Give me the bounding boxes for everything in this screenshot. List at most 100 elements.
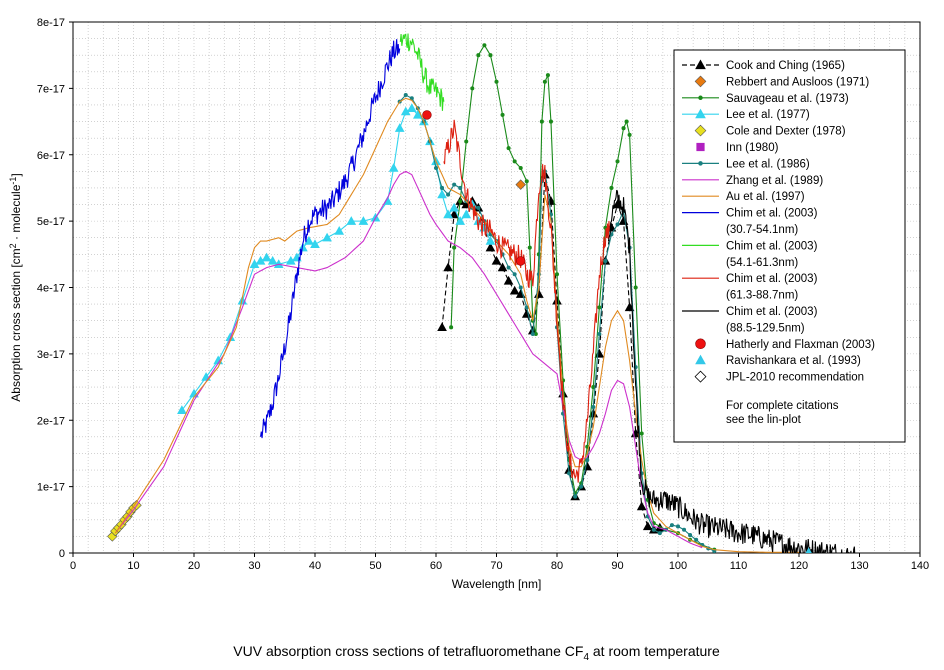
- x-tick-label: 60: [430, 560, 442, 572]
- x-tick-label: 20: [188, 560, 200, 572]
- data-point: [449, 202, 459, 212]
- data-point: [536, 252, 541, 257]
- data-point: [554, 272, 560, 277]
- data-point: [446, 192, 451, 197]
- data-point: [669, 523, 674, 528]
- data-point: [406, 103, 417, 112]
- x-axis: 0 10 20 30 40 50 60 70 80 90 100 110 120 130 140: [70, 553, 929, 572]
- data-point: [506, 146, 511, 151]
- data-point: [515, 256, 526, 266]
- y-tick-label: 1e-17: [37, 482, 65, 494]
- y-tick-label: 8e-17: [37, 17, 65, 29]
- legend-label: Sauvageau et al. (1973): [726, 93, 849, 105]
- legend-swatch-marker: [698, 161, 703, 166]
- legend-label: Lee et al. (1986): [726, 158, 810, 170]
- legend-entry: Ravishankara et al. (1993): [695, 354, 861, 367]
- data-point: [512, 272, 517, 277]
- series-14: [805, 547, 812, 553]
- data-point: [591, 404, 596, 409]
- legend-entry: Hatherly and Flaxman (2003): [695, 338, 875, 351]
- data-point: [461, 209, 472, 219]
- y-tick-label: 7e-17: [37, 83, 65, 95]
- data-point: [485, 242, 496, 252]
- y-tick-label: 5e-17: [37, 216, 65, 228]
- data-point: [455, 216, 466, 225]
- series-layer: [107, 33, 856, 553]
- series-line: [260, 39, 401, 439]
- data-point: [539, 119, 544, 124]
- series-9: [260, 39, 401, 439]
- data-point: [506, 265, 511, 270]
- y-axis-title-mid: molecule: [9, 184, 23, 232]
- x-tick-label: 0: [70, 560, 76, 572]
- data-point: [177, 405, 187, 414]
- x-tick-label: 40: [309, 560, 321, 572]
- data-point: [694, 537, 699, 542]
- data-point: [545, 73, 550, 78]
- legend-label: Rebbert and Ausloos (1971): [726, 76, 869, 88]
- series-line: [114, 170, 703, 549]
- legend-swatch-marker: [695, 108, 706, 119]
- data-point: [518, 166, 523, 171]
- data-point: [639, 431, 644, 436]
- legend-entry: Cook and Ching (1965): [682, 59, 845, 72]
- legend-entry: Chim et al. (2003) (88.5-129.5nm): [682, 306, 818, 334]
- figure-caption: VUV absorption cross sections of tetrafl…: [233, 643, 720, 663]
- caption-suffix: at room temperature: [589, 643, 720, 659]
- data-point: [805, 547, 812, 553]
- data-point: [443, 209, 453, 219]
- legend-label: Cook and Ching (1965): [726, 60, 845, 72]
- data-point: [651, 527, 656, 532]
- data-point: [567, 471, 572, 476]
- series-10: [399, 33, 445, 111]
- data-point: [433, 166, 439, 171]
- legend-entry: JPL-2010 recommendation: [694, 370, 864, 384]
- data-point: [388, 162, 399, 172]
- legend-entry: Chim et al. (2003) (61.3-88.7nm): [682, 273, 818, 302]
- data-point: [512, 159, 517, 164]
- data-point: [615, 222, 620, 227]
- data-point: [452, 245, 457, 250]
- data-point: [533, 331, 538, 336]
- data-point: [633, 285, 638, 290]
- data-point: [485, 236, 496, 245]
- data-point: [322, 232, 332, 242]
- x-axis-title: Wavelength [nm]: [452, 577, 542, 591]
- series-13: [422, 110, 526, 266]
- data-point: [524, 179, 529, 184]
- data-point: [524, 305, 529, 310]
- legend-swatch-marker: [694, 124, 707, 137]
- legend-label-range: (88.5-129.5nm): [726, 322, 805, 334]
- legend: Cook and Ching (1965) Rebbert and Ausloos…: [673, 49, 906, 443]
- data-point: [585, 458, 590, 463]
- legend-swatch-marker: [695, 59, 706, 70]
- legend-box: [673, 49, 906, 443]
- legend-label: Hatherly and Flaxman (2003): [726, 339, 875, 351]
- y-tick-label: 0: [59, 548, 65, 560]
- data-point: [497, 262, 508, 272]
- legend-label-range: (54.1-61.3nm): [726, 257, 798, 269]
- legend-label: Zhang et al. (1989): [726, 175, 823, 187]
- data-point: [682, 527, 687, 532]
- y-axis-title-end: ]: [9, 173, 23, 176]
- caption-main: VUV absorption cross sections of tetrafl…: [233, 643, 583, 659]
- series-11: [443, 119, 611, 483]
- legend-label: Chim et al. (2003): [726, 240, 818, 252]
- data-point: [509, 285, 520, 295]
- data-point: [642, 521, 653, 531]
- legend-label-range: (30.7-54.1nm): [726, 224, 798, 236]
- x-tick-label: 90: [611, 560, 623, 572]
- series-line: [450, 44, 715, 551]
- data-point: [603, 258, 608, 263]
- data-point: [452, 182, 457, 187]
- legend-label-range: (61.3-88.7nm): [726, 290, 798, 302]
- legend-label: JPL-2010 recommendation: [726, 372, 864, 384]
- series-12: [607, 189, 856, 553]
- legend-swatch-marker: [696, 142, 705, 152]
- x-tick-label: 10: [127, 560, 139, 572]
- x-tick-label: 30: [248, 560, 260, 572]
- data-point: [488, 53, 493, 58]
- series-line: [607, 189, 856, 553]
- x-tick-label: 130: [850, 560, 868, 572]
